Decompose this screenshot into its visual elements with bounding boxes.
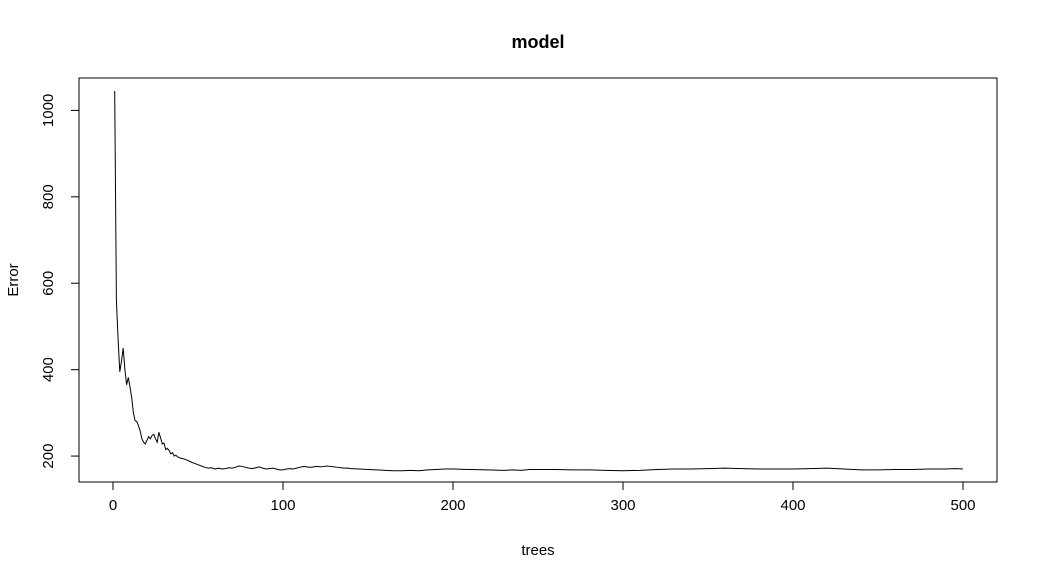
x-tick-label: 0 [109, 497, 117, 514]
x-tick-label: 500 [950, 497, 975, 514]
x-tick-label: 100 [270, 497, 295, 514]
y-tick-label: 200 [40, 444, 57, 469]
y-tick-label: 600 [40, 271, 57, 296]
series-line [114, 90, 964, 472]
x-axis-label: trees [521, 542, 554, 559]
x-tick-label: 400 [780, 497, 805, 514]
chart-title: model [511, 32, 564, 52]
x-tick-label: 300 [610, 497, 635, 514]
y-tick-label: 800 [40, 184, 57, 209]
y-tick-label: 1000 [40, 94, 57, 127]
x-tick-label: 200 [440, 497, 465, 514]
y-axis-label: Error [5, 263, 22, 296]
x-axis: 0 100 200 300 400 500 [109, 481, 976, 514]
y-tick-label: 400 [40, 357, 57, 382]
y-axis: 200 400 600 800 1000 [40, 94, 80, 469]
plot-frame [78, 77, 998, 483]
